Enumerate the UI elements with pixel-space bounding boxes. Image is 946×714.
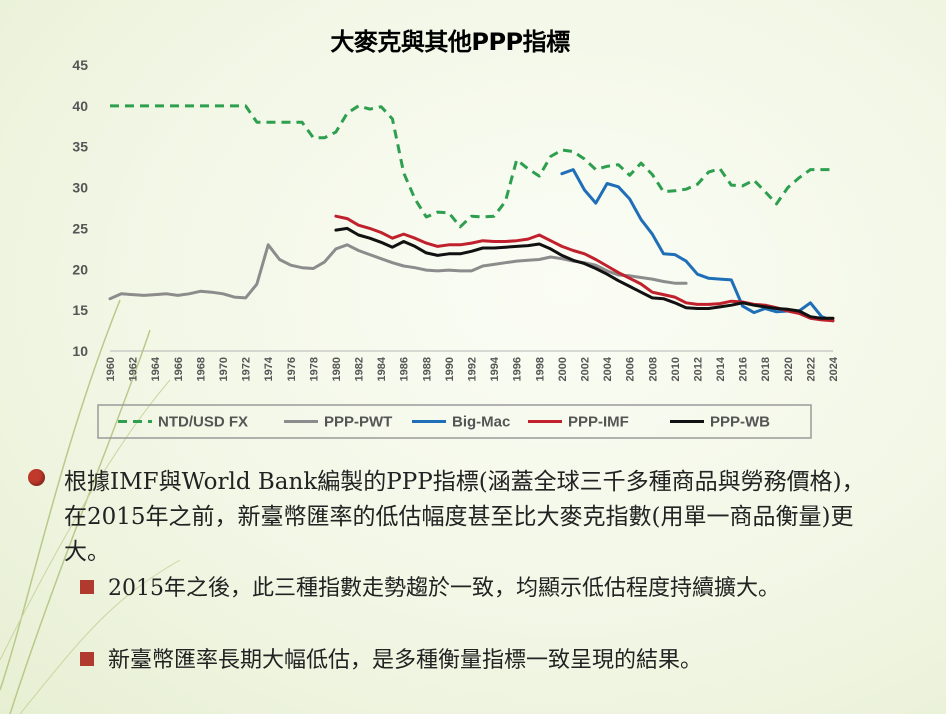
x-tick-label: 1962 xyxy=(128,357,140,381)
x-tick-label: 2006 xyxy=(625,357,637,381)
x-tick-label: 1994 xyxy=(489,356,501,381)
x-tick-label: 1960 xyxy=(105,357,117,381)
square-bullet-icon xyxy=(80,652,94,666)
x-tick-label: 1996 xyxy=(512,357,524,381)
x-tick-label: 2012 xyxy=(692,357,704,381)
sub-bullet-1-text: 2015年之後，此三種指數走勢趨於一致，均顯示低估程度持續擴大。 xyxy=(108,576,780,601)
legend-label: PPP-IMF xyxy=(568,414,629,431)
x-tick-label: 2020 xyxy=(783,357,795,381)
x-tick-label: 2018 xyxy=(760,357,772,381)
x-tick-label: 2000 xyxy=(557,357,569,381)
series-line-ppp-wb xyxy=(334,226,835,320)
x-tick-label: 2004 xyxy=(602,356,614,381)
sub-bullet-1: 2015年之後，此三種指數走勢趨於一致，均顯示低估程度持續擴大。 xyxy=(80,572,880,605)
legend-label: NTD/USD FX xyxy=(158,414,248,431)
sub-bullet-2-text: 新臺幣匯率長期大幅低估，是多種衡量指標一致呈現的結果。 xyxy=(108,648,703,673)
x-tick-label: 2022 xyxy=(805,357,817,381)
y-tick-label: 10 xyxy=(72,343,88,359)
x-tick-label: 2024 xyxy=(828,356,840,381)
x-tick-label: 1972 xyxy=(241,357,253,381)
series-line-big-mac xyxy=(560,168,835,323)
x-tick-label: 1980 xyxy=(331,357,343,381)
y-tick-label: 20 xyxy=(72,261,88,277)
x-tick-label: 2016 xyxy=(738,357,750,381)
square-bullet-icon xyxy=(80,580,94,594)
x-tick-label: 1984 xyxy=(376,356,388,381)
x-tick-label: 1970 xyxy=(218,357,230,381)
x-tick-label: 1982 xyxy=(354,357,366,381)
x-tick-label: 2008 xyxy=(647,357,659,381)
y-tick-label: 15 xyxy=(72,302,88,318)
x-tick-label: 1988 xyxy=(421,357,433,381)
x-tick-label: 2014 xyxy=(715,356,727,381)
bullet-dot-icon xyxy=(28,469,45,486)
x-tick-label: 1998 xyxy=(534,357,546,381)
y-tick-label: 40 xyxy=(72,98,88,114)
x-tick-label: 2002 xyxy=(579,357,591,381)
y-tick-label: 35 xyxy=(72,139,88,155)
main-bullet: 根據IMF與World Bank編製的PPP指標(涵蓋全球三千多種商品與勞務價格… xyxy=(28,465,868,570)
chart-title: 大麥克與其他PPP指標 xyxy=(330,28,570,56)
x-tick-label: 1978 xyxy=(308,357,320,381)
legend-label: PPP-WB xyxy=(710,414,770,431)
x-tick-label: 1992 xyxy=(467,357,479,381)
line-chart: 10 15 20 25 30 35 40 45 1960 1962 1964 1966 1968 1970… xyxy=(72,57,840,439)
x-tick-label: 1990 xyxy=(444,357,456,381)
sub-bullet-2: 新臺幣匯率長期大幅低估，是多種衡量指標一致呈現的結果。 xyxy=(80,644,880,677)
y-tick-label: 45 xyxy=(72,57,88,73)
series-line-ppp-pwt xyxy=(108,243,688,301)
main-bullet-text: 根據IMF與World Bank編製的PPP指標(涵蓋全球三千多種商品與勞務價格… xyxy=(64,469,865,565)
legend-box xyxy=(97,404,812,439)
y-tick-label: 25 xyxy=(72,220,88,236)
x-tick-label: 2010 xyxy=(670,357,682,381)
x-tick-label: 1976 xyxy=(286,357,298,381)
x-tick-label: 1974 xyxy=(263,356,275,381)
legend-label: PPP-PWT xyxy=(324,414,392,431)
legend-label: Big-Mac xyxy=(452,414,510,431)
series-line-ntd-usd-fx xyxy=(110,104,833,229)
x-tick-label: 1966 xyxy=(173,357,185,381)
y-tick-label: 30 xyxy=(72,180,88,196)
x-tick-label: 1986 xyxy=(399,357,411,381)
x-tick-label: 1968 xyxy=(195,357,207,381)
x-tick-label: 1964 xyxy=(150,356,162,381)
